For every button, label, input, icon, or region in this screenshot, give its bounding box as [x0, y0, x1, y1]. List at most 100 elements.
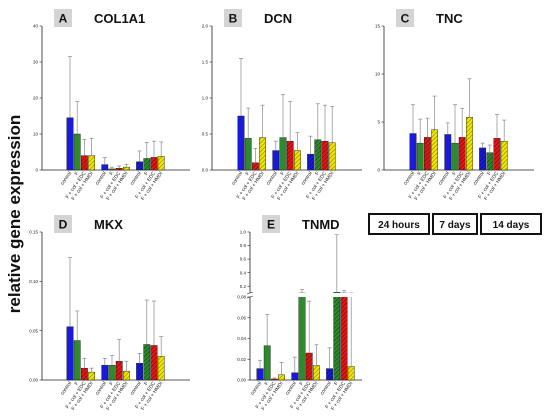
panel-letter: B: [229, 12, 238, 26]
y-tick-label: 40: [33, 24, 39, 29]
bar: [298, 292, 306, 381]
category-label: F: [333, 381, 340, 387]
axes: 0 10 20 30 40: [33, 24, 190, 173]
category-label: F: [108, 381, 115, 387]
bar: [115, 361, 123, 381]
bar: [286, 140, 294, 171]
bar: [73, 340, 81, 381]
bar: [101, 164, 109, 171]
y-axis-label: relative gene expression: [5, 115, 24, 313]
bar: [157, 356, 165, 381]
y-tick-label: 0.00: [237, 378, 246, 383]
y-tick-label: 0.2: [240, 284, 247, 289]
panel-letter: D: [59, 218, 68, 232]
legend-label-24h: 24 hours: [378, 220, 420, 231]
y-tick-label: 0.15: [29, 230, 38, 235]
legend: 24 hours 7 days 14 days: [368, 213, 542, 235]
category-label: F: [264, 381, 271, 387]
y-tick-label: 2.0: [202, 24, 209, 29]
bar: [486, 152, 494, 171]
category-label: F: [486, 171, 493, 177]
category-label: control: [300, 171, 314, 187]
category-label: control: [94, 381, 108, 397]
axis-break-mark: [246, 291, 254, 295]
y-tick-label: 0: [35, 168, 38, 173]
y-tick-label: 0.04: [237, 336, 246, 341]
panel-title: COL1A1: [94, 11, 145, 26]
bar: [88, 155, 96, 171]
error-bars: [239, 58, 335, 163]
bar: [272, 150, 280, 171]
bar: [251, 162, 259, 171]
panel-badge: [262, 215, 280, 233]
bar: [143, 344, 151, 381]
bar: [307, 153, 314, 171]
bar: [256, 368, 264, 381]
bar: [88, 371, 96, 381]
y-tick-label: 15: [375, 24, 381, 29]
error-bars: [411, 78, 507, 153]
y-tick-label: 0.0: [202, 168, 209, 173]
bar: [136, 363, 143, 381]
panel-title: MKX: [94, 217, 123, 232]
bar: [444, 134, 452, 171]
bar: [333, 292, 341, 381]
bar: [313, 365, 320, 381]
bar: [122, 370, 130, 381]
category-label: F: [74, 381, 81, 387]
y-tick-label: 0.10: [29, 279, 38, 284]
bar: [431, 129, 438, 171]
category-label: control: [60, 381, 74, 397]
y-tick-label: 0.4: [240, 270, 247, 275]
bars: [409, 116, 508, 171]
category-label: control: [94, 171, 108, 187]
y-tick-label: 10: [375, 72, 381, 77]
panel-letter: E: [267, 218, 275, 232]
y-tick-label: 0: [377, 168, 380, 173]
bar: [115, 167, 123, 171]
panel-title: DCN: [264, 11, 292, 26]
panel-badge: [396, 9, 414, 27]
panel-e: E TNMD 0.00 0.02 0.04 0.06 0.08 0.2 0.4 0.6 0.8 1.0…: [237, 215, 363, 412]
bar: [451, 142, 459, 171]
bar: [326, 368, 333, 381]
bar: [108, 365, 116, 381]
bar: [314, 139, 322, 171]
category-label: F: [417, 171, 424, 177]
bar: [150, 157, 158, 171]
y-tick-label: 1.0: [240, 230, 247, 235]
bar: [271, 378, 278, 381]
legend-label-7d: 7 days: [439, 220, 471, 231]
bars: [256, 292, 355, 381]
category-label: control: [472, 171, 486, 187]
bar: [80, 155, 88, 171]
category-label: control: [250, 381, 264, 397]
axes: 0.00 0.05 0.10 0.15: [29, 230, 190, 383]
bar: [328, 142, 336, 171]
category-label: F: [314, 171, 321, 177]
bars: [66, 117, 165, 171]
bar: [66, 326, 74, 381]
y-tick-label: 0.05: [29, 328, 38, 333]
category-label: F: [74, 171, 81, 177]
bar: [279, 137, 287, 171]
category-label: F: [298, 381, 305, 387]
y-tick-label: 0.00: [29, 378, 38, 383]
y-tick-label: 1.5: [202, 60, 209, 65]
category-label: F: [108, 171, 115, 177]
bar: [294, 150, 301, 171]
bar: [263, 345, 271, 381]
panel-badge: [224, 9, 242, 27]
bar: [305, 352, 313, 381]
bar: [122, 166, 130, 171]
y-tick-label: 30: [33, 60, 39, 65]
bar: [458, 137, 466, 171]
bar: [479, 147, 486, 171]
y-tick-label: 20: [33, 96, 39, 101]
category-label: F: [245, 171, 252, 177]
error-bars: [68, 56, 164, 169]
